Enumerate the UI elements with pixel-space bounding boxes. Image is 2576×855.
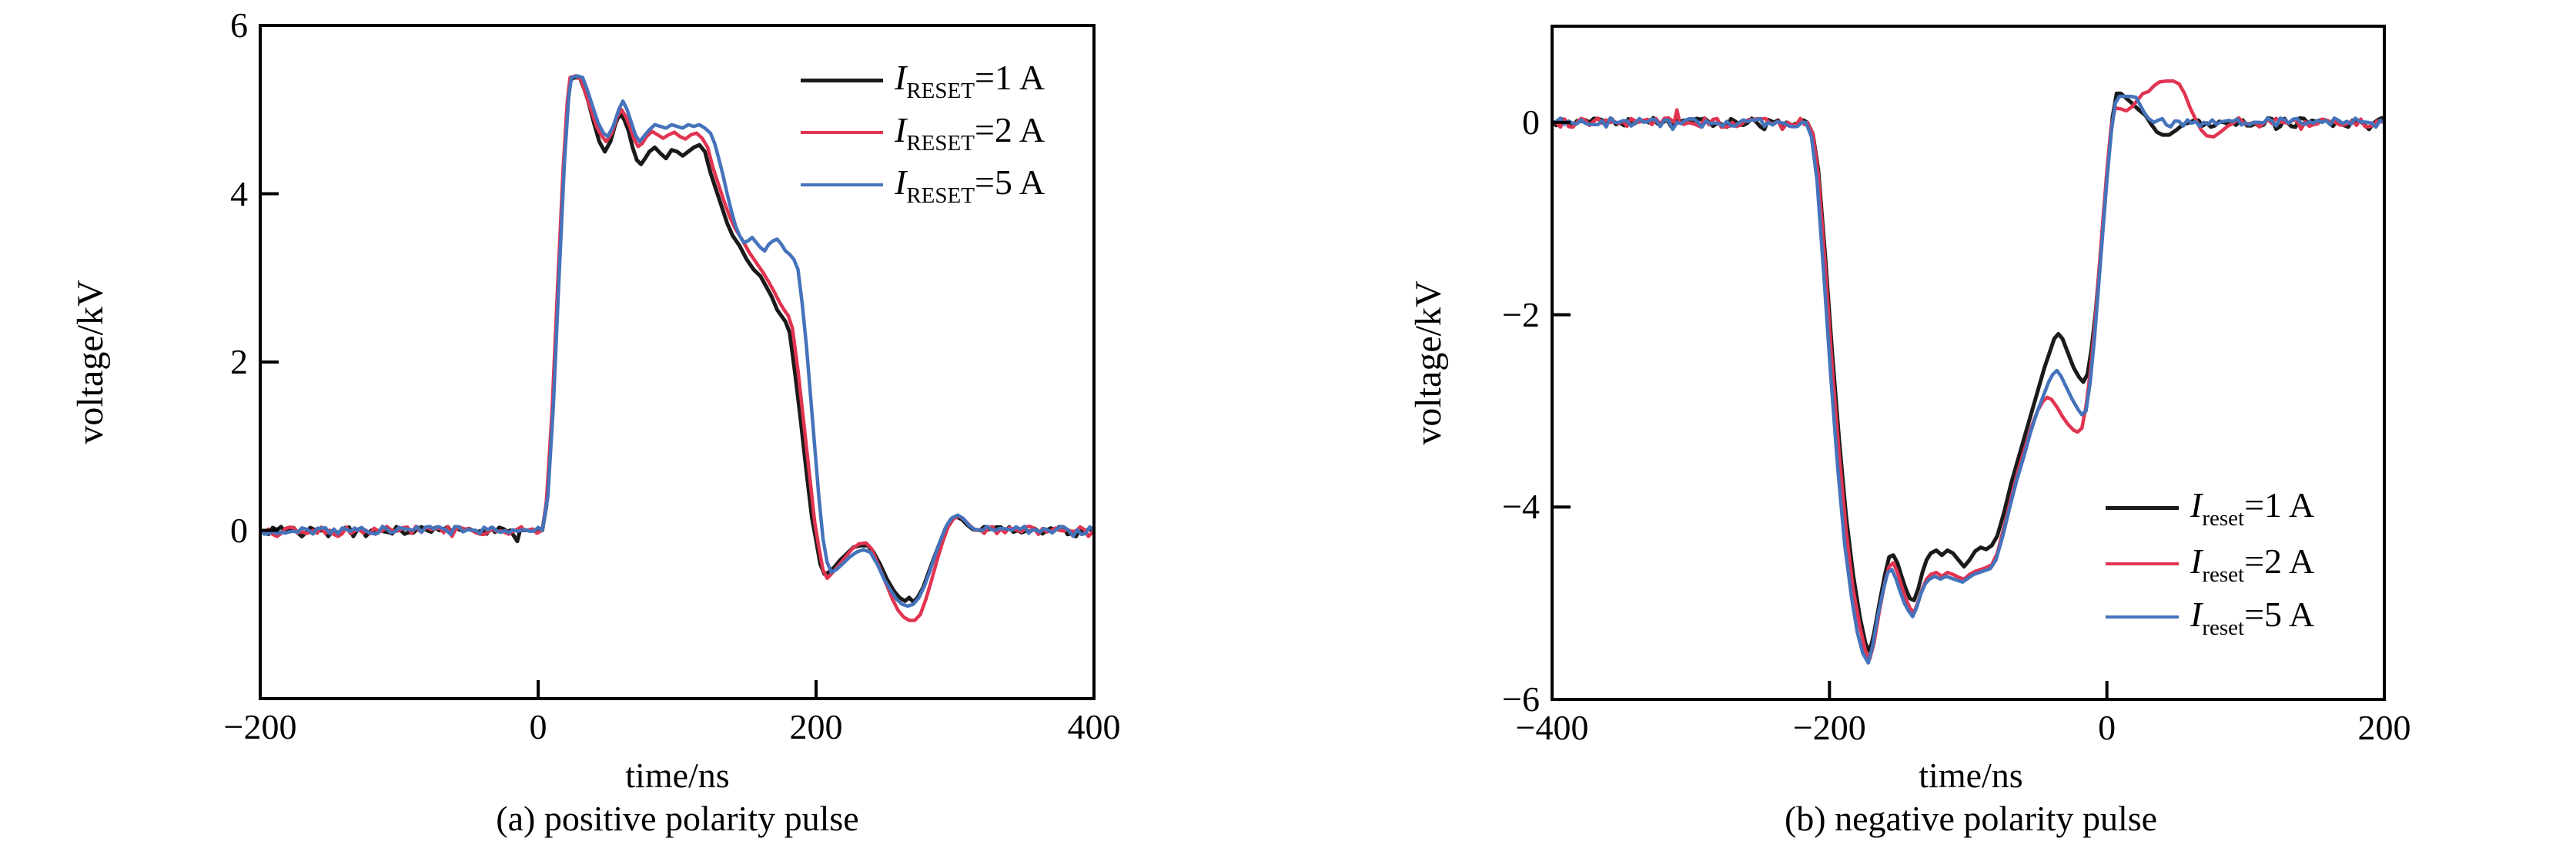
legend-symbol: I: [2190, 595, 2203, 634]
legend-symbol: I: [2190, 485, 2203, 525]
legend-value: =2 A: [974, 110, 1045, 149]
y-tick-label: 6: [230, 5, 248, 45]
caption-b: (b) negative polarity pulse: [1784, 799, 2158, 838]
legend-subscript: RESET: [906, 79, 975, 103]
legend-line-1a: [2106, 505, 2179, 510]
x-tick-label: 0: [2098, 708, 2116, 747]
legend-line-1a: [801, 78, 883, 82]
legend-subscript: reset: [2202, 562, 2245, 587]
x-axis-label-a: time/ns: [625, 756, 730, 795]
legend-label: Ireset=1 A: [2190, 485, 2315, 530]
legend-label: IRESET=2 A: [895, 110, 1045, 155]
series-i-reset-2-a: [262, 74, 1092, 622]
y-axis-label-a: voltage/kV: [70, 280, 111, 444]
legend-label: IRESET=5 A: [895, 163, 1045, 207]
y-tick-label: −2: [1502, 294, 1540, 334]
legend-value: =5 A: [974, 163, 1045, 202]
legend-symbol: I: [895, 110, 907, 149]
legend-symbol: I: [895, 58, 907, 97]
x-tick-label: 200: [2357, 708, 2411, 747]
legend-line-2a: [801, 131, 883, 134]
x-tick-label: 0: [529, 707, 547, 746]
y-tick-label: 2: [230, 342, 248, 381]
legend-line-2a: [2106, 562, 2179, 565]
series-i-reset-2-a: [1554, 79, 2383, 661]
x-axis-label-b: time/ns: [1919, 756, 2023, 795]
legend-label: Ireset=5 A: [2190, 595, 2315, 639]
y-tick-label: 0: [1522, 102, 1540, 142]
plot-frame-b: [1551, 25, 2386, 701]
x-tick-label: −400: [1515, 708, 1589, 747]
legend-value: =2 A: [2244, 542, 2315, 581]
legend-subscript: reset: [2202, 615, 2245, 640]
series-i-reset-5-a: [1554, 94, 2383, 665]
legend-value: =1 A: [2244, 485, 2315, 525]
legend-line-5a: [801, 183, 883, 186]
legend-value: =5 A: [2244, 595, 2315, 634]
legend-label: IRESET=1 A: [895, 58, 1045, 102]
legend-subscript: reset: [2202, 506, 2245, 531]
legend-line-5a: [2106, 615, 2179, 619]
legend-value: =1 A: [974, 58, 1045, 97]
caption-a: (a) positive polarity pulse: [496, 799, 859, 838]
legend-symbol: I: [895, 163, 907, 202]
legend-label: Ireset=2 A: [2190, 542, 2315, 586]
legend-subscript: RESET: [906, 131, 975, 156]
y-tick-label: −4: [1502, 487, 1540, 527]
x-tick-label: 400: [1067, 707, 1121, 746]
legend-symbol: I: [2190, 542, 2203, 581]
legend-subscript: RESET: [906, 183, 975, 208]
plot-frame-a: [259, 24, 1096, 700]
y-tick-label: −6: [1502, 679, 1540, 719]
x-tick-label: −200: [223, 707, 297, 746]
y-tick-label: 4: [230, 173, 248, 213]
x-tick-label: 200: [789, 707, 843, 746]
y-tick-label: 0: [230, 510, 248, 550]
series-i-reset-5-a: [262, 74, 1092, 609]
x-tick-label: −200: [1792, 708, 1866, 747]
